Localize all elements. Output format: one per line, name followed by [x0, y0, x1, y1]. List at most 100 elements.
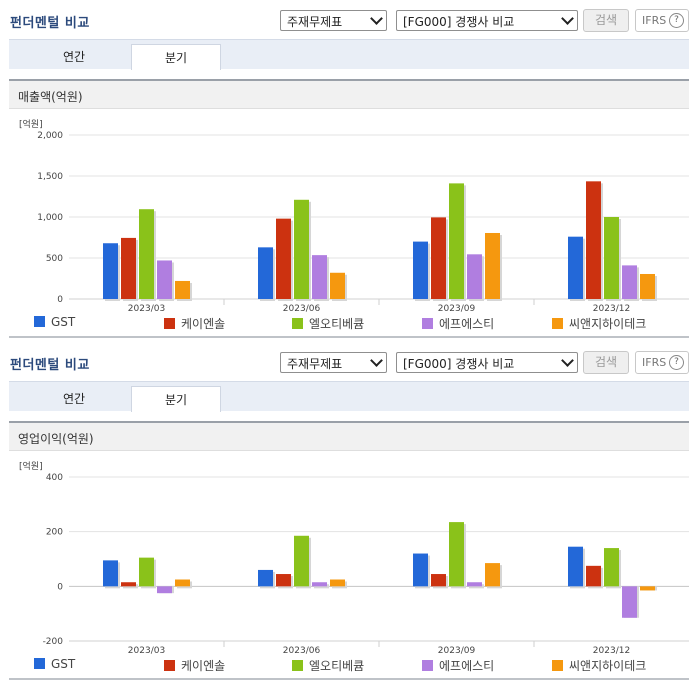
bar-series-1-2023-06[interactable] [276, 574, 291, 587]
statement-select[interactable]: 주재무제표 [280, 10, 387, 31]
bar-series-4-2023-06[interactable] [330, 579, 345, 587]
bar-series-2-2023-12[interactable] [604, 548, 619, 587]
legend-swatch [292, 318, 303, 329]
legend-label: GST [51, 657, 76, 671]
bar-series-4-2023-09[interactable] [485, 563, 500, 587]
legend-swatch [552, 318, 563, 329]
x-tick-label: 2023/03 [128, 304, 165, 314]
compare-select[interactable]: [FG000] 경쟁사 비교 [396, 352, 578, 373]
legend-item-2[interactable]: 엘오티베큠 [292, 657, 364, 674]
ifrs-label: IFRS [642, 14, 667, 27]
period-tabs: 연간 분기 [9, 381, 689, 412]
bar-series-3-2023-09[interactable] [467, 582, 482, 587]
legend-item-1[interactable]: 케이엔솔 [164, 657, 225, 674]
bar-series-1-2023-03[interactable] [121, 582, 136, 587]
bar-series-4-2023-03[interactable] [175, 280, 190, 299]
legend-label: 엘오티베큠 [309, 317, 365, 331]
bar-series-2-2023-06[interactable] [294, 199, 309, 299]
x-tick-label: 2023/12 [593, 304, 630, 314]
fundamental-section-revenue: 펀더멘털 비교 주재무제표 [FG000] 경쟁사 비교 검색 IFRS ? 연… [0, 0, 696, 338]
tab-annual[interactable]: 연간 [62, 392, 86, 406]
statement-select-value: 주재무제표 [287, 15, 343, 29]
bar-series-4-2023-12[interactable] [640, 586, 655, 591]
tab-annual[interactable]: 연간 [62, 50, 86, 64]
bar-series-2-2023-09[interactable] [449, 183, 464, 299]
fundamental-section-operating-profit: 펀더멘털 비교 주재무제표 [FG000] 경쟁사 비교 검색 IFRS ? 연… [0, 342, 696, 684]
legend-item-3[interactable]: 에프에스티 [422, 657, 494, 674]
tab-quarterly[interactable]: 분기 [131, 386, 221, 412]
y-tick-label: 200 [46, 528, 63, 538]
bar-series-0-2023-06[interactable] [258, 569, 273, 587]
operating-profit-bar-chart: [억원] -200 0 200 400 2023/03 2023/06 2023/09 2023… [19, 460, 689, 656]
legend-item-0[interactable]: GST [34, 657, 75, 671]
bar-series-2-2023-06[interactable] [294, 535, 309, 587]
section-divider [9, 678, 689, 680]
legend-item-4[interactable]: 씨앤지하이테크 [552, 657, 646, 674]
ifrs-button[interactable]: IFRS ? [635, 9, 689, 32]
legend-item-1[interactable]: 케이엔솔 [164, 315, 225, 332]
legend-swatch [422, 318, 433, 329]
compare-select[interactable]: [FG000] 경쟁사 비교 [396, 10, 578, 31]
y-tick-label: -200 [43, 637, 64, 647]
bar-series-3-2023-12[interactable] [622, 265, 637, 299]
legend-item-0[interactable]: GST [34, 315, 75, 329]
bar-series-1-2023-09[interactable] [431, 574, 446, 587]
legend-label: 씨앤지하이테크 [569, 659, 647, 673]
bar-series-3-2023-06[interactable] [312, 255, 327, 299]
tab-quarterly[interactable]: 분기 [131, 44, 221, 70]
bar-series-2-2023-12[interactable] [604, 217, 619, 299]
legend-swatch [422, 660, 433, 671]
y-tick-label: 400 [46, 473, 63, 483]
bar-series-4-2023-09[interactable] [485, 232, 500, 299]
bar-series-2-2023-03[interactable] [139, 209, 154, 299]
search-button[interactable]: 검색 [583, 351, 629, 374]
legend-label: 케이엔솔 [181, 317, 226, 331]
bar-series-0-2023-06[interactable] [258, 247, 273, 299]
bar-series-4-2023-03[interactable] [175, 579, 190, 587]
chevron-down-icon [370, 354, 383, 367]
bar-series-1-2023-12[interactable] [586, 181, 601, 299]
bar-series-1-2023-09[interactable] [431, 217, 446, 299]
ifrs-button[interactable]: IFRS ? [635, 351, 689, 374]
bar-series-2-2023-03[interactable] [139, 557, 154, 587]
search-button[interactable]: 검색 [583, 9, 629, 32]
bar-series-0-2023-03[interactable] [103, 560, 118, 587]
legend-swatch [34, 658, 45, 669]
bar-series-0-2023-12[interactable] [568, 236, 583, 299]
legend-label: 씨앤지하이테크 [569, 317, 647, 331]
bar-series-3-2023-09[interactable] [467, 254, 482, 299]
legend-item-2[interactable]: 엘오티베큠 [292, 315, 364, 332]
y-tick-label: 1,000 [37, 213, 63, 223]
y-tick-label: 0 [57, 582, 63, 592]
bar-series-1-2023-06[interactable] [276, 218, 291, 299]
x-tick-label: 2023/06 [283, 304, 321, 314]
statement-select[interactable]: 주재무제표 [280, 352, 387, 373]
bar-series-2-2023-09[interactable] [449, 522, 464, 587]
bar-series-3-2023-03[interactable] [157, 260, 172, 299]
y-tick-label: 2,000 [37, 131, 63, 141]
bar-series-3-2023-03[interactable] [157, 586, 172, 594]
bar-series-1-2023-03[interactable] [121, 237, 136, 299]
bar-series-1-2023-12[interactable] [586, 565, 601, 587]
x-tick-label: 2023/06 [283, 646, 321, 656]
bar-series-4-2023-06[interactable] [330, 272, 345, 299]
bar-series-3-2023-06[interactable] [312, 582, 327, 587]
legend-label: 에프에스티 [439, 317, 495, 331]
bar-series-0-2023-12[interactable] [568, 546, 583, 587]
panel-title: 매출액(억원) [18, 90, 83, 104]
bar-series-3-2023-12[interactable] [622, 586, 637, 618]
legend-label: GST [51, 315, 76, 329]
x-tick-label: 2023/12 [593, 646, 630, 656]
y-tick-label: 1,500 [37, 172, 63, 182]
bar-series-0-2023-09[interactable] [413, 553, 428, 587]
legend-item-3[interactable]: 에프에스티 [422, 315, 494, 332]
legend-label: 에프에스티 [439, 659, 495, 673]
bar-series-0-2023-03[interactable] [103, 243, 118, 299]
section-header: 펀더멘털 비교 주재무제표 [FG000] 경쟁사 비교 검색 IFRS ? [0, 0, 696, 34]
bar-series-0-2023-09[interactable] [413, 241, 428, 299]
y-tick-label: 0 [57, 295, 63, 305]
x-tick-label: 2023/09 [438, 646, 476, 656]
legend-item-4[interactable]: 씨앤지하이테크 [552, 315, 646, 332]
bar-series-4-2023-12[interactable] [640, 273, 655, 299]
x-tick-label: 2023/03 [128, 646, 165, 656]
